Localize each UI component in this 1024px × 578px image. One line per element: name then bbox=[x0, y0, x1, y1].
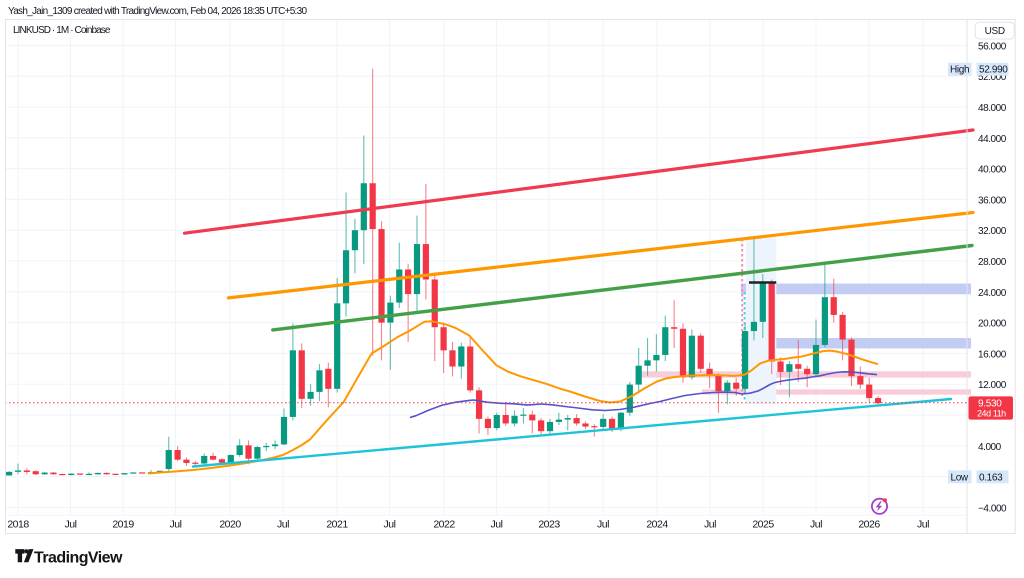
svg-text:24d 11h: 24d 11h bbox=[977, 409, 1006, 419]
svg-text:12.000: 12.000 bbox=[978, 380, 1007, 391]
svg-text:USD: USD bbox=[985, 26, 1005, 37]
svg-text:Jul: Jul bbox=[704, 518, 716, 530]
svg-text:44.000: 44.000 bbox=[978, 134, 1007, 145]
svg-text:9.530: 9.530 bbox=[978, 399, 1002, 410]
svg-text:Jul: Jul bbox=[277, 518, 289, 530]
svg-text:Jul: Jul bbox=[384, 518, 396, 530]
svg-text:Yash_Jain_1309 created with Tr: Yash_Jain_1309 created with TradingView.… bbox=[8, 6, 307, 17]
svg-text:Jul: Jul bbox=[65, 518, 77, 530]
svg-text:40.000: 40.000 bbox=[978, 165, 1007, 176]
svg-text:36.000: 36.000 bbox=[978, 195, 1007, 206]
svg-text:52.990: 52.990 bbox=[979, 65, 1008, 76]
svg-text:2021: 2021 bbox=[326, 518, 348, 530]
svg-text:2024: 2024 bbox=[646, 518, 668, 530]
svg-text:Jul: Jul bbox=[597, 518, 609, 530]
svg-text:TradingView: TradingView bbox=[34, 550, 123, 567]
svg-text:Jul: Jul bbox=[810, 518, 822, 530]
svg-text:4.000: 4.000 bbox=[978, 442, 1002, 453]
svg-text:0.163: 0.163 bbox=[979, 472, 1003, 483]
svg-text:LINKUSD · 1M · Coinbase: LINKUSD · 1M · Coinbase bbox=[13, 25, 111, 36]
svg-text:16.000: 16.000 bbox=[978, 349, 1007, 360]
svg-text:2019: 2019 bbox=[112, 518, 134, 530]
svg-text:56.000: 56.000 bbox=[978, 41, 1007, 52]
svg-text:Jul: Jul bbox=[491, 518, 503, 530]
svg-text:−4.000: −4.000 bbox=[978, 503, 1007, 514]
svg-text:Low: Low bbox=[951, 472, 969, 483]
svg-text:2018: 2018 bbox=[7, 518, 29, 530]
svg-text:48.000: 48.000 bbox=[978, 103, 1007, 114]
svg-text:20.000: 20.000 bbox=[978, 319, 1007, 330]
svg-text:24.000: 24.000 bbox=[978, 288, 1007, 299]
svg-text:High: High bbox=[950, 65, 969, 76]
svg-text:2023: 2023 bbox=[538, 518, 560, 530]
svg-text:2025: 2025 bbox=[752, 518, 774, 530]
svg-text:2022: 2022 bbox=[433, 518, 455, 530]
svg-text:28.000: 28.000 bbox=[978, 257, 1007, 268]
svg-text:32.000: 32.000 bbox=[978, 226, 1007, 237]
svg-text:2026: 2026 bbox=[858, 518, 880, 530]
svg-text:Jul: Jul bbox=[170, 518, 182, 530]
svg-text:52.000: 52.000 bbox=[978, 72, 1007, 83]
svg-text:2020: 2020 bbox=[219, 518, 241, 530]
svg-text:Jul: Jul bbox=[917, 518, 929, 530]
